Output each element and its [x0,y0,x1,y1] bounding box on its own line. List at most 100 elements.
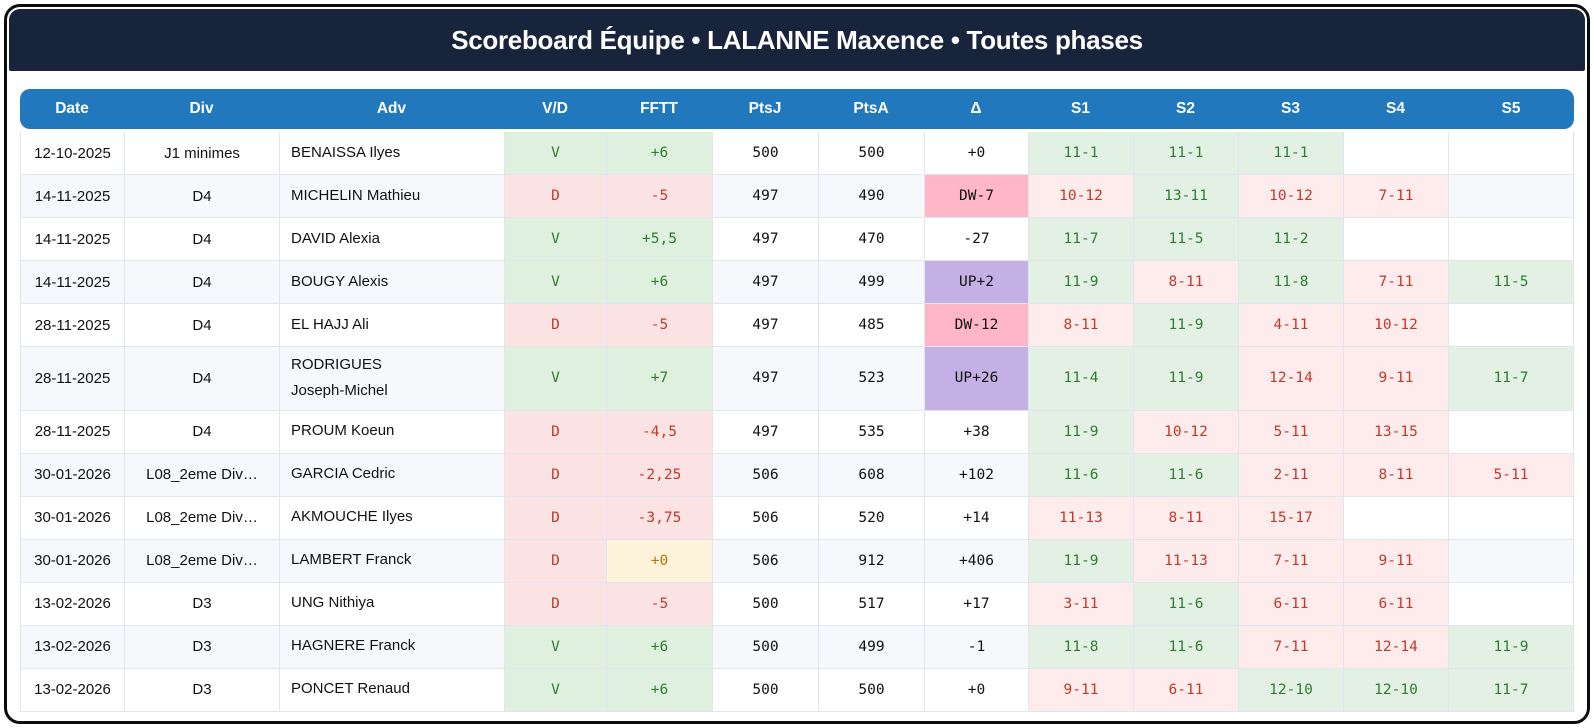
cell-result: D [505,453,607,496]
cell-set-5 [1449,582,1574,625]
cell-date: 13-02-2026 [21,668,125,711]
cell-date: 14-11-2025 [21,218,125,260]
cell-set-1: 11-6 [1029,453,1134,496]
cell-set-4 [1344,218,1449,260]
cell-ptsa: 470 [819,218,925,260]
cell-set-2: 6-11 [1134,668,1239,711]
cell-delta: +0 [925,132,1029,174]
column-header-s4: S4 [1386,100,1405,117]
cell-opponent: PROUM Koeun [280,410,505,453]
cell-ptsj: 497 [713,261,819,303]
cell-set-4: 6-11 [1344,582,1449,625]
cell-result: D [505,582,607,625]
cell-set-2: 11-6 [1134,453,1239,496]
title-bar: Scoreboard Équipe • LALANNE Maxence • To… [9,9,1585,71]
cell-set-5 [1449,410,1574,453]
cell-division: L08_2eme Div… [125,453,280,496]
cell-result: D [505,539,607,582]
cell-ptsj: 506 [713,496,819,539]
cell-set-5 [1449,304,1574,346]
cell-set-1: 11-1 [1029,132,1134,174]
table-row: 30-01-2026 L08_2eme Div… GARCIA Cedric D -2,… [20,453,1574,497]
cell-set-3: 2-11 [1239,453,1344,496]
cell-delta: UP+26 [925,347,1029,410]
cell-fftt: +6 [607,261,713,303]
cell-date: 13-02-2026 [21,625,125,668]
cell-set-3: 12-10 [1239,668,1344,711]
column-header-ptsa: PtsA [853,100,889,117]
cell-date: 30-01-2026 [21,539,125,582]
cell-delta: +14 [925,496,1029,539]
cell-delta: -1 [925,625,1029,668]
cell-ptsj: 497 [713,175,819,217]
cell-opponent: BOUGY Alexis [280,261,505,303]
cell-delta: +17 [925,582,1029,625]
cell-ptsa: 499 [819,625,925,668]
cell-division: D4 [125,261,280,303]
cell-ptsj: 497 [713,304,819,346]
column-header-delta: Δ [970,100,982,117]
cell-ptsa: 520 [819,496,925,539]
cell-ptsa: 535 [819,410,925,453]
cell-delta: +406 [925,539,1029,582]
cell-ptsa: 912 [819,539,925,582]
cell-set-2: 11-6 [1134,625,1239,668]
cell-set-5 [1449,496,1574,539]
cell-opponent: BENAISSA Ilyes [280,132,505,174]
cell-set-3: 11-1 [1239,132,1344,174]
cell-set-4: 9-11 [1344,539,1449,582]
column-header-s1: S1 [1071,100,1090,117]
cell-set-3: 12-14 [1239,347,1344,410]
cell-division: D3 [125,668,280,711]
cell-set-1: 11-4 [1029,347,1134,410]
cell-set-2: 8-11 [1134,496,1239,539]
cell-ptsj: 500 [713,132,819,174]
cell-delta: -27 [925,218,1029,260]
cell-opponent: GARCIA Cedric [280,453,505,496]
cell-set-5: 11-7 [1449,668,1574,711]
cell-fftt: -5 [607,304,713,346]
cell-set-1: 11-9 [1029,261,1134,303]
cell-division: D4 [125,410,280,453]
cell-set-1: 8-11 [1029,304,1134,346]
cell-date: 28-11-2025 [21,410,125,453]
cell-set-1: 3-11 [1029,582,1134,625]
cell-set-2: 11-9 [1134,347,1239,410]
cell-set-4: 10-12 [1344,304,1449,346]
cell-set-4 [1344,496,1449,539]
column-header-vd: V/D [542,100,568,117]
cell-set-2: 13-11 [1134,175,1239,217]
page-title: Scoreboard Équipe • LALANNE Maxence • To… [451,24,1143,55]
table-row: 30-01-2026 L08_2eme Div… LAMBERT Franck D +0… [20,539,1574,583]
cell-set-4: 7-11 [1344,261,1449,303]
results-table: Date Div Adv V/D FFTT PtsJ PtsA Δ S1 S2 … [20,89,1574,712]
column-header-s3: S3 [1281,100,1300,117]
cell-set-5: 11-5 [1449,261,1574,303]
cell-set-4: 12-10 [1344,668,1449,711]
cell-ptsa: 485 [819,304,925,346]
cell-ptsj: 506 [713,453,819,496]
cell-set-3: 11-2 [1239,218,1344,260]
cell-division: D4 [125,175,280,217]
cell-set-5: 5-11 [1449,453,1574,496]
cell-opponent: DAVID Alexia [280,218,505,260]
cell-fftt: +0 [607,539,713,582]
cell-set-1: 11-13 [1029,496,1134,539]
cell-date: 12-10-2025 [21,132,125,174]
cell-result: D [505,304,607,346]
cell-set-1: 11-9 [1029,410,1134,453]
cell-set-3: 5-11 [1239,410,1344,453]
cell-result: V [505,347,607,410]
cell-set-2: 8-11 [1134,261,1239,303]
cell-ptsa: 490 [819,175,925,217]
cell-set-4: 8-11 [1344,453,1449,496]
cell-result: V [505,625,607,668]
column-header-s2: S2 [1176,100,1195,117]
cell-fftt: -2,25 [607,453,713,496]
cell-set-5: 11-9 [1449,625,1574,668]
cell-set-5 [1449,218,1574,260]
cell-ptsa: 608 [819,453,925,496]
table-row: 12-10-2025 J1 minimes BENAISSA Ilyes V +6 500… [20,132,1574,175]
cell-set-3: 11-8 [1239,261,1344,303]
cell-delta: DW-7 [925,175,1029,217]
